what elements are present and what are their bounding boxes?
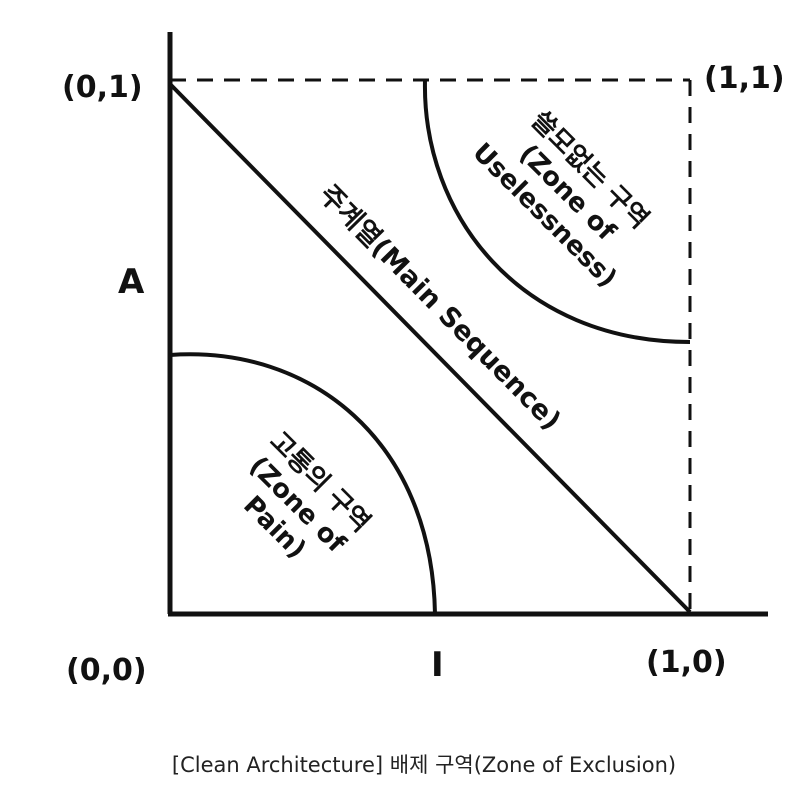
corner-label-top-right: (1,1) xyxy=(704,61,785,96)
corner-label-origin: (0,0) xyxy=(66,653,147,688)
zone-of-pain-label: 고통의 구역 (Zone of Pain) xyxy=(237,426,376,565)
zone-of-pain-arc xyxy=(169,352,437,615)
figure-caption: [Clean Architecture] 배제 구역(Zone of Exclu… xyxy=(172,753,676,777)
x-axis-label: I xyxy=(431,645,444,685)
main-sequence-line xyxy=(168,82,692,614)
zone-of-uselessness-arc xyxy=(422,79,691,344)
corner-label-bottom-right: (1,0) xyxy=(646,645,727,680)
corner-label-top-left: (0,1) xyxy=(62,70,143,105)
y-axis-label: A xyxy=(118,262,145,302)
